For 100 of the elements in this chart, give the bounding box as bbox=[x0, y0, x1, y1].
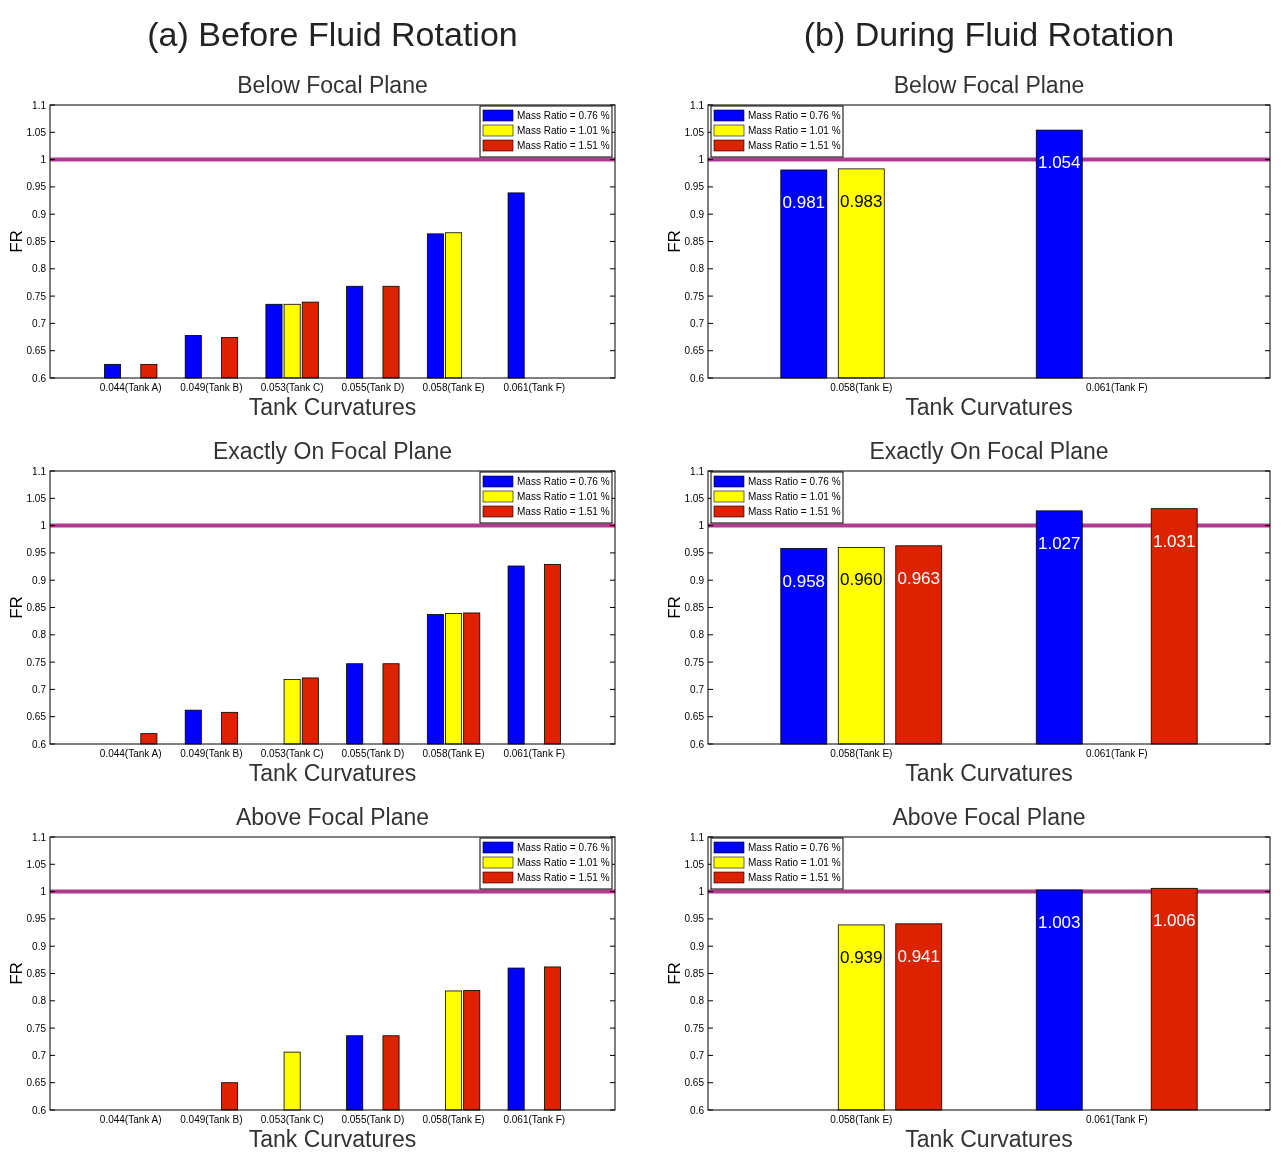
x-axis-title: Tank Curvatures bbox=[905, 760, 1073, 786]
y-tick-label: 0.8 bbox=[690, 629, 705, 641]
y-axis-title: FR bbox=[7, 596, 26, 619]
legend-label: Mass Ratio = 0.76 % bbox=[517, 842, 610, 853]
x-tick-label: 0.061(Tank F) bbox=[1085, 1114, 1148, 1125]
y-tick-label: 0.7 bbox=[32, 1049, 47, 1061]
x-tick-label: 0.055(Tank D) bbox=[341, 382, 405, 393]
x-tick-label: 0.061(Tank F) bbox=[503, 748, 566, 759]
y-axis-title: FR bbox=[7, 962, 26, 985]
x-tick-label: 0.049(Tank B) bbox=[180, 748, 243, 759]
y-tick-label: 0.85 bbox=[26, 602, 47, 613]
y-tick-label: 1.1 bbox=[32, 465, 47, 477]
legend-label: Mass Ratio = 1.01 % bbox=[748, 125, 841, 136]
y-tick-label: 0.6 bbox=[690, 1104, 705, 1116]
y-tick-label: 1 bbox=[40, 154, 47, 166]
chart-title: (a) Before Fluid Rotation bbox=[147, 15, 518, 53]
text: 0.958 bbox=[782, 571, 826, 591]
y-tick-label: 0.75 bbox=[26, 1022, 47, 1034]
x-tick-label: 0.044(Tank A) bbox=[99, 1114, 162, 1125]
y-tick-label: 0.9 bbox=[690, 940, 705, 952]
y-tick-label: 0.75 bbox=[684, 290, 705, 302]
y-tick-label: 1 bbox=[40, 520, 47, 532]
y-tick-label: 0.9 bbox=[32, 574, 47, 586]
x-tick-label: 0.058(Tank E) bbox=[422, 1114, 485, 1125]
y-tick-label: 0.6 bbox=[32, 372, 47, 384]
y-axis-title: FR bbox=[7, 230, 26, 253]
y-tick-label: 0.6 bbox=[32, 738, 47, 750]
legend-label: Mass Ratio = 1.01 % bbox=[748, 491, 841, 502]
y-tick-label: 0.75 bbox=[26, 290, 47, 302]
y-tick-label: 0.7 bbox=[32, 317, 47, 329]
legend-label: Mass Ratio = 0.76 % bbox=[748, 476, 841, 487]
text: 0.963 bbox=[897, 568, 941, 588]
y-tick-label: 0.85 bbox=[26, 968, 47, 979]
legend-label: Mass Ratio = 1.51 % bbox=[517, 506, 610, 517]
y-tick-label: 0.95 bbox=[684, 913, 705, 925]
x-tick-label: 0.053(Tank C) bbox=[260, 1114, 324, 1125]
y-tick-label: 0.85 bbox=[684, 968, 705, 979]
y-tick-label: 0.95 bbox=[26, 181, 47, 193]
y-tick-label: 0.7 bbox=[690, 683, 705, 695]
y-tick-label: 1.1 bbox=[690, 99, 705, 111]
chart-title: Above Focal Plane bbox=[235, 804, 430, 830]
y-tick-label: 0.95 bbox=[26, 547, 47, 559]
y-tick-label: 0.95 bbox=[684, 181, 705, 193]
y-tick-label: 0.8 bbox=[32, 995, 47, 1007]
y-tick-label: 0.65 bbox=[26, 711, 47, 723]
x-tick-label: 0.055(Tank D) bbox=[341, 748, 405, 759]
y-tick-label: 0.95 bbox=[26, 913, 47, 925]
y-tick-label: 0.65 bbox=[684, 345, 705, 357]
y-tick-label: 0.95 bbox=[684, 547, 705, 559]
legend-label: Mass Ratio = 1.51 % bbox=[748, 506, 841, 517]
y-tick-label: 0.65 bbox=[684, 711, 705, 723]
y-tick-label: 1.05 bbox=[26, 858, 47, 870]
y-tick-label: 1.1 bbox=[690, 831, 705, 843]
y-tick-label: 0.8 bbox=[690, 995, 705, 1007]
x-tick-label: 0.049(Tank B) bbox=[180, 382, 243, 393]
x-tick-label: 0.058(Tank E) bbox=[830, 382, 893, 393]
y-tick-label: 0.75 bbox=[684, 656, 705, 668]
y-tick-label: 1.05 bbox=[26, 492, 47, 504]
x-tick-label: 0.058(Tank E) bbox=[422, 748, 485, 759]
y-tick-label: 0.85 bbox=[26, 236, 47, 247]
y-tick-label: 1.05 bbox=[26, 126, 47, 138]
y-tick-label: 1 bbox=[40, 886, 47, 898]
x-tick-label: 0.061(Tank F) bbox=[503, 382, 566, 393]
legend-label: Mass Ratio = 1.01 % bbox=[517, 125, 610, 136]
data-label: 0.983 bbox=[840, 191, 883, 211]
x-axis-title: Tank Curvatures bbox=[248, 394, 417, 420]
legend-label: Mass Ratio = 0.76 % bbox=[748, 842, 841, 853]
data-label: 0.939 bbox=[840, 947, 883, 967]
y-tick-label: 1 bbox=[698, 154, 705, 166]
data-label: 0.941 bbox=[897, 946, 941, 966]
y-axis-title: FR bbox=[665, 596, 684, 619]
legend-label: Mass Ratio = 1.51 % bbox=[748, 872, 841, 883]
text: 1.027 bbox=[1037, 533, 1081, 553]
x-tick-label: 0.058(Tank E) bbox=[830, 1114, 893, 1125]
x-tick-label: 0.049(Tank B) bbox=[180, 1114, 243, 1125]
y-tick-label: 1.1 bbox=[690, 465, 705, 477]
y-tick-label: 0.6 bbox=[690, 738, 705, 750]
data-label: 1.006 bbox=[1152, 911, 1196, 931]
y-tick-label: 0.8 bbox=[32, 263, 47, 275]
x-tick-label: 0.044(Tank A) bbox=[99, 748, 162, 759]
data-label: 0.981 bbox=[782, 192, 826, 212]
y-tick-label: 1.1 bbox=[32, 831, 47, 843]
x-tick-label: 0.053(Tank C) bbox=[260, 382, 324, 393]
y-tick-label: 0.85 bbox=[684, 236, 705, 247]
text: 1.031 bbox=[1152, 531, 1196, 551]
legend-label: Mass Ratio = 1.51 % bbox=[748, 140, 841, 151]
legend-label: Mass Ratio = 1.01 % bbox=[517, 491, 610, 502]
x-tick-label: 0.055(Tank D) bbox=[341, 1114, 405, 1125]
x-tick-label: 0.053(Tank C) bbox=[260, 748, 324, 759]
y-tick-label: 0.65 bbox=[684, 1077, 705, 1089]
chart-subtitle: Below Focal Plane bbox=[893, 72, 1085, 98]
legend-label: Mass Ratio = 1.01 % bbox=[517, 857, 610, 868]
x-tick-label: 0.058(Tank E) bbox=[422, 382, 485, 393]
y-tick-label: 0.75 bbox=[684, 1022, 705, 1034]
y-tick-label: 0.6 bbox=[690, 372, 705, 384]
chart-title: Exactly On Focal Plane bbox=[212, 438, 453, 464]
y-tick-label: 0.85 bbox=[684, 602, 705, 613]
y-tick-label: 1 bbox=[698, 886, 705, 898]
x-tick-label: 0.044(Tank A) bbox=[99, 382, 162, 393]
legend-label: Mass Ratio = 1.51 % bbox=[517, 140, 610, 151]
